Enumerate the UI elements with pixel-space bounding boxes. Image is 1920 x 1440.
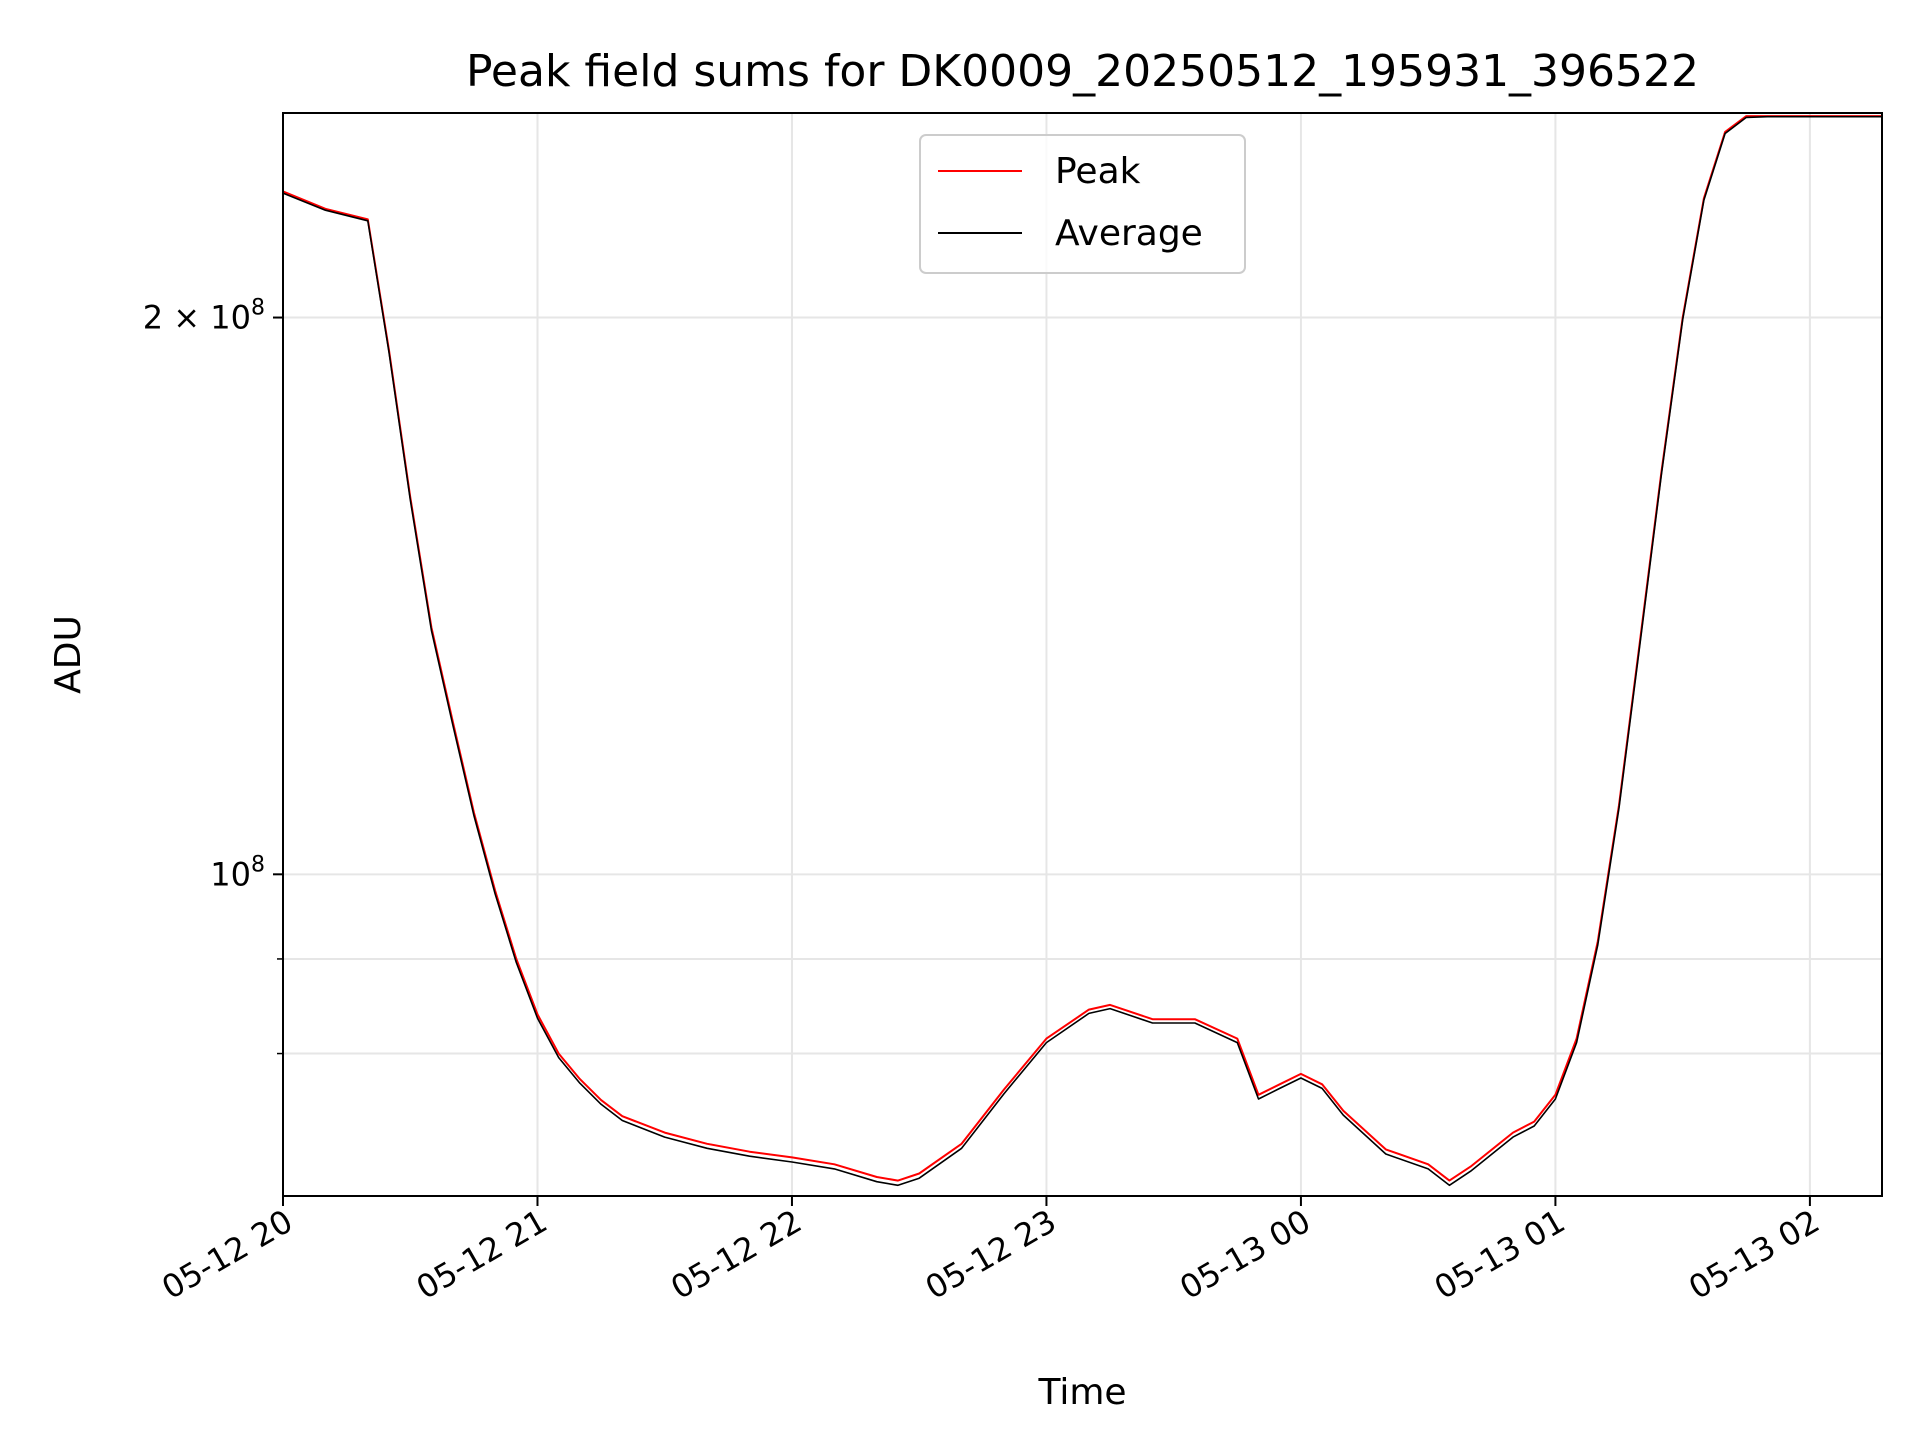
- legend-box: [919, 134, 1246, 274]
- series-line-average: [282, 115, 1882, 1187]
- legend-label-average: Average: [1055, 213, 1203, 254]
- x-axis-title: Time: [1037, 1372, 1126, 1413]
- legend: Peak Average: [919, 134, 1246, 274]
- plot-area-frame: [282, 112, 1883, 1197]
- y-tick-label: 2 × 108: [143, 296, 265, 337]
- y-tick-label: 108: [210, 852, 265, 893]
- grid-lines: [282, 113, 1882, 1196]
- y-axis-title: ADU: [48, 615, 89, 694]
- series-layer: [282, 115, 1882, 1187]
- chart-title: Peak field sums for DK0009_20250512_1959…: [466, 46, 1699, 97]
- legend-label-peak: Peak: [1055, 151, 1141, 192]
